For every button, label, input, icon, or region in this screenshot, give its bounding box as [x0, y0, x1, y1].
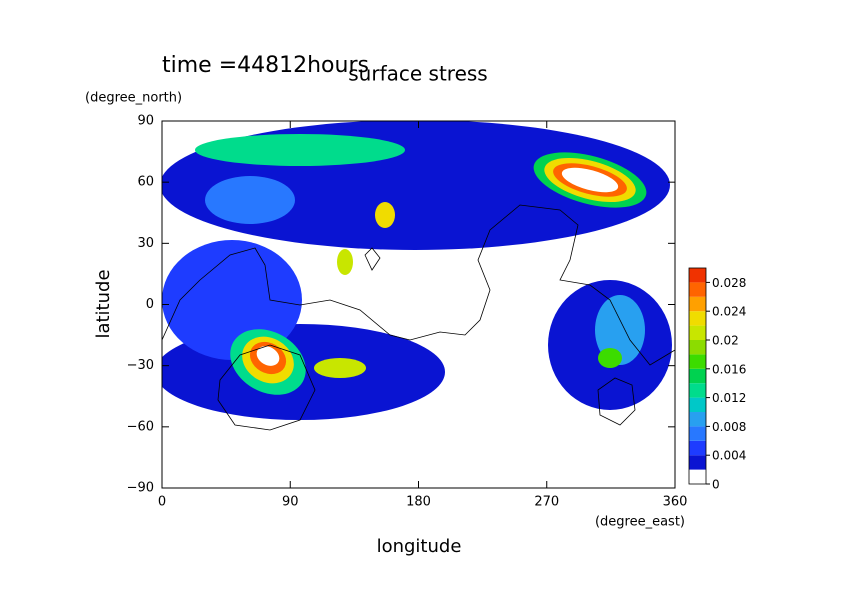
- contour-region: [375, 202, 395, 228]
- colorbar-frame: [688, 267, 707, 485]
- y-tick-label: 30: [137, 236, 154, 251]
- contour-region: [598, 348, 622, 368]
- chart-subtitle: time =44812hours: [162, 53, 369, 78]
- y-tick-label: −60: [127, 419, 154, 434]
- contour-region: [195, 134, 405, 166]
- coastline: [162, 204, 675, 431]
- colorbar-label: 0.012: [712, 391, 746, 405]
- colorbar-label: 0.028: [712, 276, 746, 290]
- x-unit: (degree_east): [595, 515, 685, 530]
- y-tick-label: 0: [146, 297, 154, 312]
- colorbar-swatch: [689, 340, 706, 355]
- contour-region: [561, 167, 619, 193]
- colorbar-label: 0.024: [712, 305, 746, 319]
- x-tick-label: 0: [158, 495, 166, 510]
- colorbar-swatch: [689, 426, 706, 441]
- colorbar-swatch: [689, 440, 706, 456]
- colorbar-swatch: [689, 469, 706, 484]
- contour-region: [205, 176, 295, 224]
- chart-title: surface stress: [348, 62, 487, 86]
- contour-region: [314, 358, 366, 378]
- x-tick-label: 90: [282, 495, 299, 510]
- colorbar-swatch: [689, 325, 706, 340]
- y-unit: (degree_north): [85, 91, 182, 106]
- colorbar-label: 0.008: [712, 420, 746, 434]
- y-tick-label: 60: [137, 175, 154, 190]
- colorbar-label: 0.02: [712, 334, 739, 348]
- colorbar-swatch: [689, 397, 706, 412]
- x-tick-label: 270: [534, 495, 559, 510]
- colorbar-swatch: [689, 311, 706, 326]
- colorbar-swatch: [689, 368, 706, 384]
- colorbar-swatch: [689, 455, 706, 470]
- colorbar-swatch: [689, 383, 706, 398]
- y-tick-label: −90: [127, 481, 154, 496]
- contour-region: [337, 249, 353, 275]
- contour-region: [256, 346, 280, 366]
- colorbar-swatch: [689, 354, 706, 369]
- x-tick-label: 360: [663, 495, 688, 510]
- y-tick-label: 90: [137, 114, 154, 129]
- colorbar-swatch: [689, 268, 706, 283]
- colorbar-label: 0: [712, 478, 720, 492]
- field: [162, 121, 672, 420]
- y-axis-label: latitude: [93, 269, 114, 338]
- x-axis-label: longitude: [377, 536, 462, 557]
- colorbar-swatch: [689, 282, 706, 297]
- colorbar-swatch: [689, 296, 706, 312]
- colorbar-label: 0.016: [712, 362, 746, 376]
- contour-region: [162, 240, 302, 360]
- x-tick-label: 180: [406, 495, 431, 510]
- y-tick-label: −30: [127, 358, 154, 373]
- colorbar-label: 0.004: [712, 449, 746, 463]
- contour-region: [595, 295, 645, 365]
- colorbar-swatch: [689, 412, 706, 427]
